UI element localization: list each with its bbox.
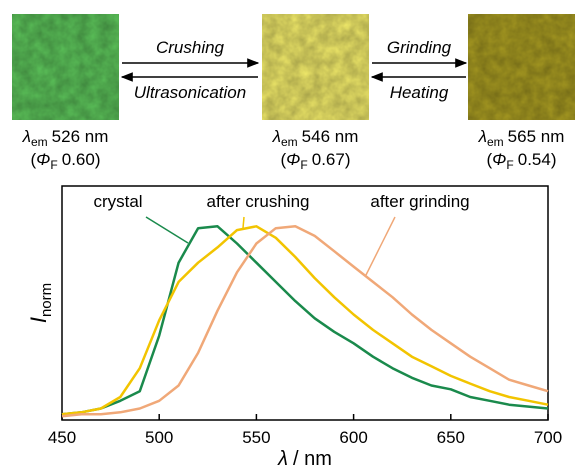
photo-texture xyxy=(262,14,369,120)
symbol: Φ xyxy=(286,150,300,169)
symbol: λ xyxy=(277,448,288,468)
value: 0.54) xyxy=(518,150,557,169)
emission-label: λem 526 nm xyxy=(22,127,109,149)
emission-label: λem 546 nm xyxy=(272,127,359,149)
series-label: after grinding xyxy=(370,192,469,211)
symbol: λ xyxy=(478,127,487,146)
annotation-pointer xyxy=(243,217,244,228)
symbol: λ xyxy=(272,127,281,146)
subscript: F xyxy=(300,158,307,172)
value: 526 nm xyxy=(52,127,109,146)
subscript: norm xyxy=(38,283,55,317)
photo-texture xyxy=(12,14,119,120)
x-tick-label: 450 xyxy=(48,428,76,447)
subscript: em xyxy=(281,135,298,149)
symbol: Φ xyxy=(36,150,50,169)
annotation-pointer xyxy=(146,217,188,243)
subscript: em xyxy=(31,135,48,149)
forward-label: Grinding xyxy=(387,38,452,57)
x-tick-label: 550 xyxy=(242,428,270,447)
value: 565 nm xyxy=(508,127,565,146)
spectrum-line xyxy=(62,226,548,414)
subscript: F xyxy=(50,158,57,172)
unit: / nm xyxy=(293,448,332,468)
value: 0.60) xyxy=(62,150,101,169)
series-label: after crushing xyxy=(207,192,310,211)
value: 0.67) xyxy=(312,150,351,169)
value: 546 nm xyxy=(302,127,359,146)
backward-label: Heating xyxy=(390,83,449,102)
page: {"diagram":{ "samples":[ {"color":"#5cc3… xyxy=(0,0,575,468)
chart: 450 500 550 600 650 700 λ/ nm Inorm crystal after… xyxy=(26,186,562,468)
series-label: crystal xyxy=(93,192,142,211)
photo-texture xyxy=(468,14,575,120)
backward-label: Ultrasonication xyxy=(134,83,246,102)
x-tick-label: 500 xyxy=(145,428,173,447)
subscript: em xyxy=(487,135,504,149)
y-axis-label: Inorm xyxy=(26,283,55,323)
symbol: Φ xyxy=(492,150,506,169)
x-axis-label: λ/ nm xyxy=(277,448,332,468)
subscript: F xyxy=(506,158,513,172)
symbol: λ xyxy=(22,127,31,146)
x-tick-label: 700 xyxy=(534,428,562,447)
spectrum-line xyxy=(62,226,548,416)
x-tick-label: 650 xyxy=(437,428,465,447)
annotation-pointer xyxy=(366,217,395,275)
forward-label: Crushing xyxy=(156,38,225,57)
figure: λem526 nm(ΦF0.60)λem546 nm(ΦF0.67)λem565… xyxy=(0,0,575,468)
x-tick-label: 600 xyxy=(339,428,367,447)
emission-label: λem 565 nm xyxy=(478,127,565,149)
